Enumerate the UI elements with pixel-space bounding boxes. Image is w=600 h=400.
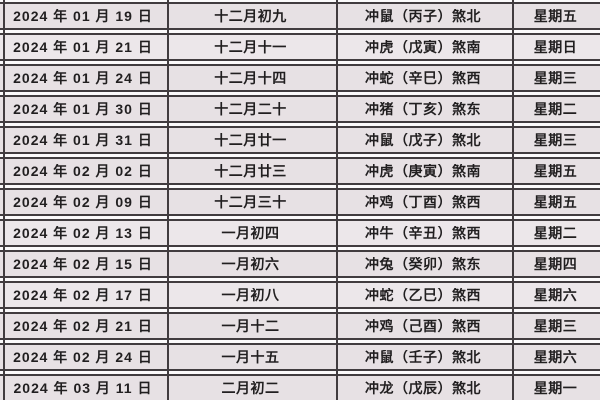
column-divider-2 (336, 0, 338, 400)
lunar-date-cell: 十二月初九 (214, 9, 287, 23)
weekday-cell: 星期三 (533, 133, 578, 147)
zodiac-clash-sha-cell: 冲鼠（壬子）煞北 (365, 350, 481, 364)
weekday-cell: 星期五 (533, 195, 578, 209)
gregorian-date-cell: 2024 年 02 月 17 日 (13, 288, 153, 302)
table-row: 2024 年 03 月 11 日 二月初二 冲龙（戊辰）煞北 星期一 (0, 374, 600, 400)
weekday-cell: 星期六 (533, 288, 578, 302)
column-divider-3 (512, 0, 514, 400)
weekday-cell: 星期六 (533, 350, 578, 364)
lunar-date-cell: 一月十五 (221, 350, 280, 364)
table-row: 2024 年 02 月 02 日 十二月廿三 冲虎（庚寅）煞南 星期五 (0, 157, 600, 185)
weekday-cell: 星期五 (533, 164, 578, 178)
table-row: 2024 年 02 月 09 日 十二月三十 冲鸡（丁酉）煞西 星期五 (0, 188, 600, 216)
lunar-date-cell: 一月十二 (221, 319, 280, 333)
table-row: 2024 年 01 月 19 日 十二月初九 冲鼠（丙子）煞北 星期五 (0, 2, 600, 30)
weekday-cell: 星期一 (533, 381, 578, 395)
gregorian-date-cell: 2024 年 02 月 13 日 (13, 226, 153, 240)
lunar-date-cell: 十二月十四 (214, 71, 287, 85)
gregorian-date-cell: 2024 年 01 月 21 日 (13, 40, 153, 54)
zodiac-clash-sha-cell: 冲虎（戊寅）煞南 (365, 40, 481, 54)
zodiac-clash-sha-cell: 冲牛（辛丑）煞西 (365, 226, 481, 240)
gregorian-date-cell: 2024 年 02 月 09 日 (13, 195, 153, 209)
table-row: 2024 年 01 月 21 日 十二月十一 冲虎（戊寅）煞南 星期日 (0, 33, 600, 61)
zodiac-clash-sha-cell: 冲鸡（丁酉）煞西 (365, 195, 481, 209)
lunar-date-cell: 十二月十一 (214, 40, 287, 54)
lunar-date-cell: 十二月廿一 (214, 133, 287, 147)
table-left-border (3, 0, 5, 400)
table-row: 2024 年 01 月 24 日 十二月十四 冲蛇（辛巳）煞西 星期三 (0, 64, 600, 92)
zodiac-clash-sha-cell: 冲蛇（乙巳）煞西 (365, 288, 481, 302)
gregorian-date-cell: 2024 年 01 月 30 日 (13, 102, 153, 116)
zodiac-clash-sha-cell: 冲龙（戊辰）煞北 (365, 381, 481, 395)
table-row: 2024 年 01 月 30 日 十二月二十 冲猪（丁亥）煞东 星期二 (0, 95, 600, 123)
weekday-cell: 星期日 (533, 40, 578, 54)
table-row: 2024 年 02 月 21 日 一月十二 冲鸡（己酉）煞西 星期三 (0, 312, 600, 340)
gregorian-date-cell: 2024 年 01 月 24 日 (13, 71, 153, 85)
table-row: 2024 年 02 月 17 日 一月初八 冲蛇（乙巳）煞西 星期六 (0, 281, 600, 309)
weekday-cell: 星期四 (533, 257, 578, 271)
lunar-date-cell: 十二月二十 (214, 102, 287, 116)
gregorian-date-cell: 2024 年 02 月 15 日 (13, 257, 153, 271)
zodiac-clash-sha-cell: 冲蛇（辛巳）煞西 (365, 71, 481, 85)
gregorian-date-cell: 2024 年 03 月 11 日 (13, 381, 153, 395)
weekday-cell: 星期三 (533, 71, 578, 85)
lunar-date-cell: 十二月廿三 (214, 164, 287, 178)
weekday-cell: 星期五 (533, 9, 578, 23)
zodiac-clash-sha-cell: 冲鼠（戊子）煞北 (365, 133, 481, 147)
lunar-date-cell: 一月初八 (221, 288, 280, 302)
zodiac-clash-sha-cell: 冲兔（癸卯）煞东 (365, 257, 481, 271)
lunar-date-cell: 一月初四 (221, 226, 280, 240)
zodiac-clash-sha-cell: 冲猪（丁亥）煞东 (365, 102, 481, 116)
gregorian-date-cell: 2024 年 02 月 24 日 (13, 350, 153, 364)
zodiac-clash-sha-cell: 冲鼠（丙子）煞北 (365, 9, 481, 23)
table-row: 2024 年 02 月 13 日 一月初四 冲牛（辛丑）煞西 星期二 (0, 219, 600, 247)
lunar-date-cell: 二月初二 (221, 381, 280, 395)
gregorian-date-cell: 2024 年 01 月 19 日 (13, 9, 153, 23)
lunar-date-cell: 十二月三十 (214, 195, 287, 209)
zodiac-clash-sha-cell: 冲虎（庚寅）煞南 (365, 164, 481, 178)
table-row: 2024 年 02 月 24 日 一月十五 冲鼠（壬子）煞北 星期六 (0, 343, 600, 371)
gregorian-date-cell: 2024 年 02 月 21 日 (13, 319, 153, 333)
weekday-cell: 星期三 (533, 319, 578, 333)
gregorian-date-cell: 2024 年 01 月 31 日 (13, 133, 153, 147)
lunar-date-cell: 一月初六 (221, 257, 280, 271)
weekday-cell: 星期二 (533, 102, 578, 116)
table-row: 2024 年 02 月 15 日 一月初六 冲兔（癸卯）煞东 星期四 (0, 250, 600, 278)
weekday-cell: 星期二 (533, 226, 578, 240)
column-divider-1 (167, 0, 169, 400)
gregorian-date-cell: 2024 年 02 月 02 日 (13, 164, 153, 178)
zodiac-clash-sha-cell: 冲鸡（己酉）煞西 (365, 319, 481, 333)
table-row: 2024 年 01 月 31 日 十二月廿一 冲鼠（戊子）煞北 星期三 (0, 126, 600, 154)
